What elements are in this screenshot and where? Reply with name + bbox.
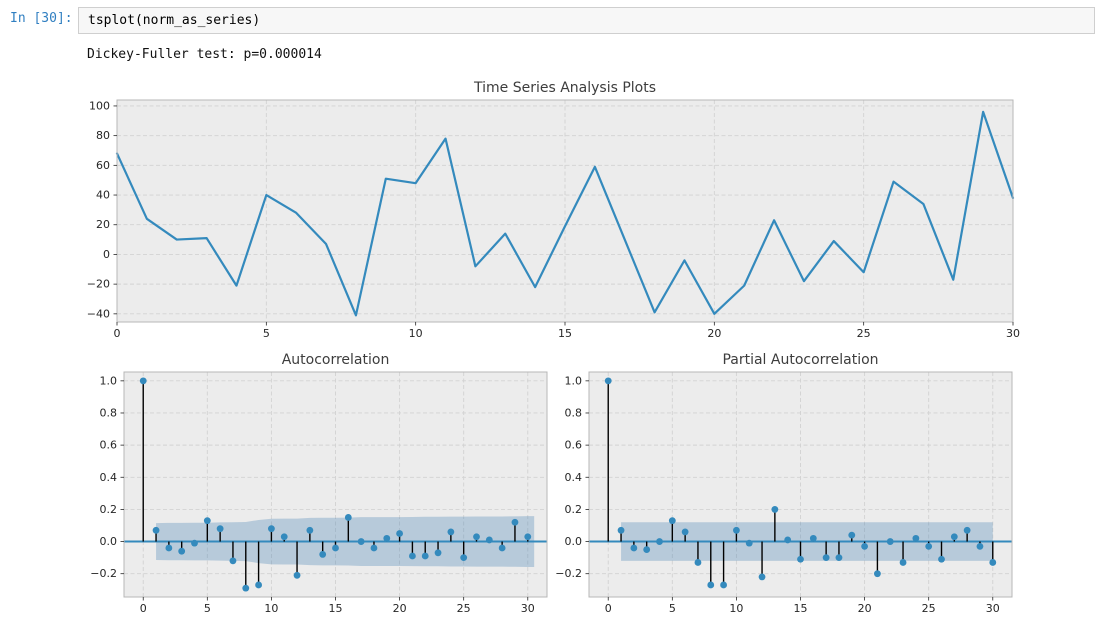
svg-text:0.6: 0.6 bbox=[565, 439, 583, 452]
svg-text:0: 0 bbox=[114, 327, 121, 340]
svg-text:1.0: 1.0 bbox=[565, 374, 583, 387]
svg-text:−0.2: −0.2 bbox=[90, 567, 117, 580]
svg-text:0.4: 0.4 bbox=[100, 471, 118, 484]
svg-text:20: 20 bbox=[393, 602, 407, 615]
svg-text:−40: −40 bbox=[87, 307, 110, 320]
svg-text:20: 20 bbox=[858, 602, 872, 615]
svg-text:0: 0 bbox=[103, 248, 110, 261]
svg-text:−20: −20 bbox=[87, 278, 110, 291]
tick-labels: 0 5 10 15 20 25 30 1.0 0.8 0.6 0.4 0.2 0.0 −0.2 bbox=[555, 374, 999, 615]
stem-markers bbox=[139, 377, 532, 592]
code-text[interactable]: tsplot(norm_as_series) bbox=[88, 13, 261, 28]
svg-text:60: 60 bbox=[96, 159, 110, 172]
svg-text:30: 30 bbox=[986, 602, 1000, 615]
svg-text:20: 20 bbox=[707, 327, 721, 340]
chart-partial-autocorrelation: 0 5 10 15 20 25 30 1.0 0.8 0.6 0.4 0.2 0.0 −0.2 Partia… bbox=[555, 352, 1013, 615]
svg-text:0.8: 0.8 bbox=[565, 406, 583, 419]
tick-labels: 0 5 10 15 20 25 30 100 80 60 40 20 0 −20 −40 bbox=[87, 99, 1020, 340]
svg-text:10: 10 bbox=[729, 602, 743, 615]
svg-text:0.0: 0.0 bbox=[100, 535, 118, 548]
input-prompt: In [30]: bbox=[10, 11, 73, 26]
chart-time-series-analysis-plots: 0 5 10 15 20 25 30 100 80 60 40 20 0 −20 −40 Time Serie… bbox=[87, 80, 1020, 340]
tick-labels: 0 5 10 15 20 25 30 1.0 0.8 0.6 0.4 0.2 0.0 −0.2 bbox=[90, 374, 534, 615]
svg-text:100: 100 bbox=[89, 99, 110, 112]
stem-markers bbox=[604, 377, 997, 589]
svg-text:15: 15 bbox=[794, 602, 808, 615]
svg-text:0: 0 bbox=[605, 602, 612, 615]
svg-text:1.0: 1.0 bbox=[100, 374, 118, 387]
chart-title-partial-autocorrelation: Partial Autocorrelation bbox=[722, 352, 878, 368]
svg-text:0.6: 0.6 bbox=[100, 439, 118, 452]
svg-text:0.2: 0.2 bbox=[565, 503, 583, 516]
svg-text:25: 25 bbox=[457, 602, 471, 615]
svg-text:80: 80 bbox=[96, 129, 110, 142]
svg-text:0.0: 0.0 bbox=[565, 535, 583, 548]
chart-autocorrelation: 0 5 10 15 20 25 30 1.0 0.8 0.6 0.4 0.2 0.0 −0.2 Autoco… bbox=[90, 352, 548, 615]
chart-title-time-series-analysis-plots: Time Series Analysis Plots bbox=[473, 80, 656, 96]
svg-text:−0.2: −0.2 bbox=[555, 567, 582, 580]
svg-text:0.2: 0.2 bbox=[100, 503, 118, 516]
cell-output-text: Dickey-Fuller test: p=0.000014 bbox=[87, 47, 322, 62]
chart-title-autocorrelation: Autocorrelation bbox=[282, 352, 390, 368]
svg-text:40: 40 bbox=[96, 189, 110, 202]
svg-text:5: 5 bbox=[204, 602, 211, 615]
svg-text:30: 30 bbox=[521, 602, 535, 615]
svg-text:20: 20 bbox=[96, 218, 110, 231]
svg-text:5: 5 bbox=[669, 602, 676, 615]
svg-text:0.4: 0.4 bbox=[565, 471, 583, 484]
svg-text:30: 30 bbox=[1006, 327, 1020, 340]
svg-text:5: 5 bbox=[263, 327, 270, 340]
svg-text:25: 25 bbox=[922, 602, 936, 615]
svg-text:25: 25 bbox=[857, 327, 871, 340]
code-input[interactable]: tsplot(norm_as_series) bbox=[78, 7, 1095, 34]
time-series-line bbox=[115, 110, 1015, 317]
figure-output: 0 5 10 15 20 25 30 100 80 60 40 20 0 −20 −40 Time Serie… bbox=[0, 68, 1095, 636]
svg-text:0: 0 bbox=[140, 602, 147, 615]
svg-text:15: 15 bbox=[329, 602, 343, 615]
svg-text:15: 15 bbox=[558, 327, 572, 340]
svg-text:10: 10 bbox=[264, 602, 278, 615]
svg-text:10: 10 bbox=[409, 327, 423, 340]
svg-text:0.8: 0.8 bbox=[100, 406, 118, 419]
